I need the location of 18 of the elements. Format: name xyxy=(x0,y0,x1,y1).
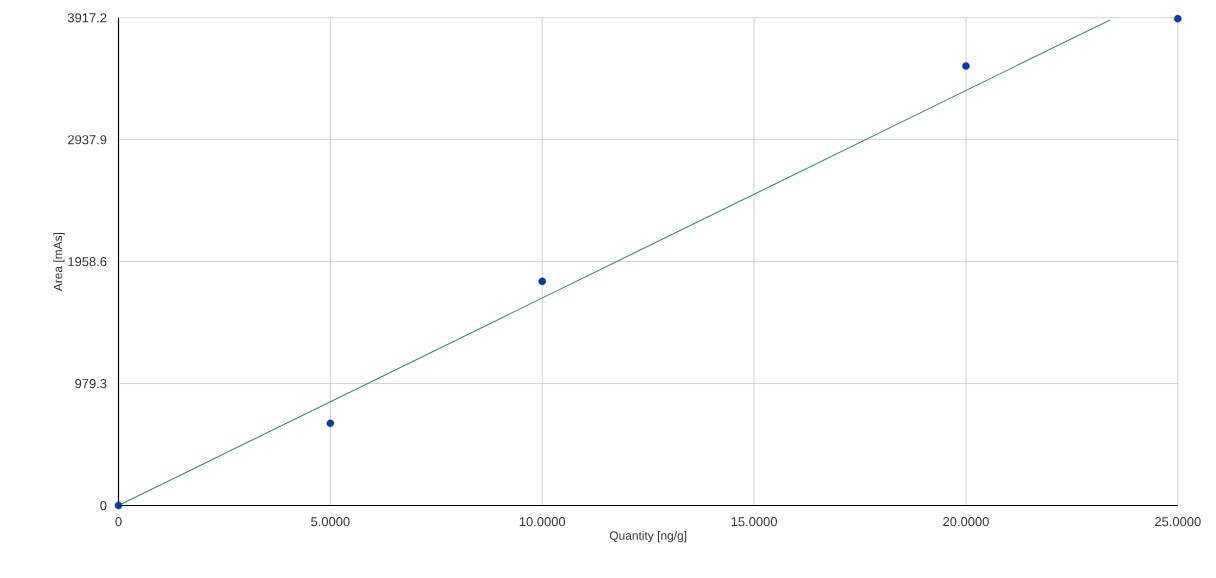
x-tick-label: 20.0000 xyxy=(943,517,989,527)
x-tick-label: 15.0000 xyxy=(731,517,777,527)
y-tick-label: 0 xyxy=(100,500,107,511)
x-tick-label: 10.0000 xyxy=(519,517,566,527)
point xyxy=(326,419,335,428)
x-tick-label: 25.0000 xyxy=(1155,517,1201,527)
y-tick-label: 3917.2 xyxy=(67,13,107,23)
point xyxy=(1174,14,1182,23)
point xyxy=(114,501,123,510)
y-axis-title: Area [mAs] xyxy=(53,232,65,292)
y-tick-label: 1958.6 xyxy=(68,257,107,267)
y-tick-label: 979.3 xyxy=(75,378,107,389)
point xyxy=(962,62,970,70)
point xyxy=(538,277,547,286)
y-tick-label: 2937.9 xyxy=(68,135,107,145)
x-tick-label: 5.0000 xyxy=(311,517,350,527)
x-tick-label: 0 xyxy=(115,517,122,527)
x-axis-title: Quantity [ng/g] xyxy=(609,531,687,543)
